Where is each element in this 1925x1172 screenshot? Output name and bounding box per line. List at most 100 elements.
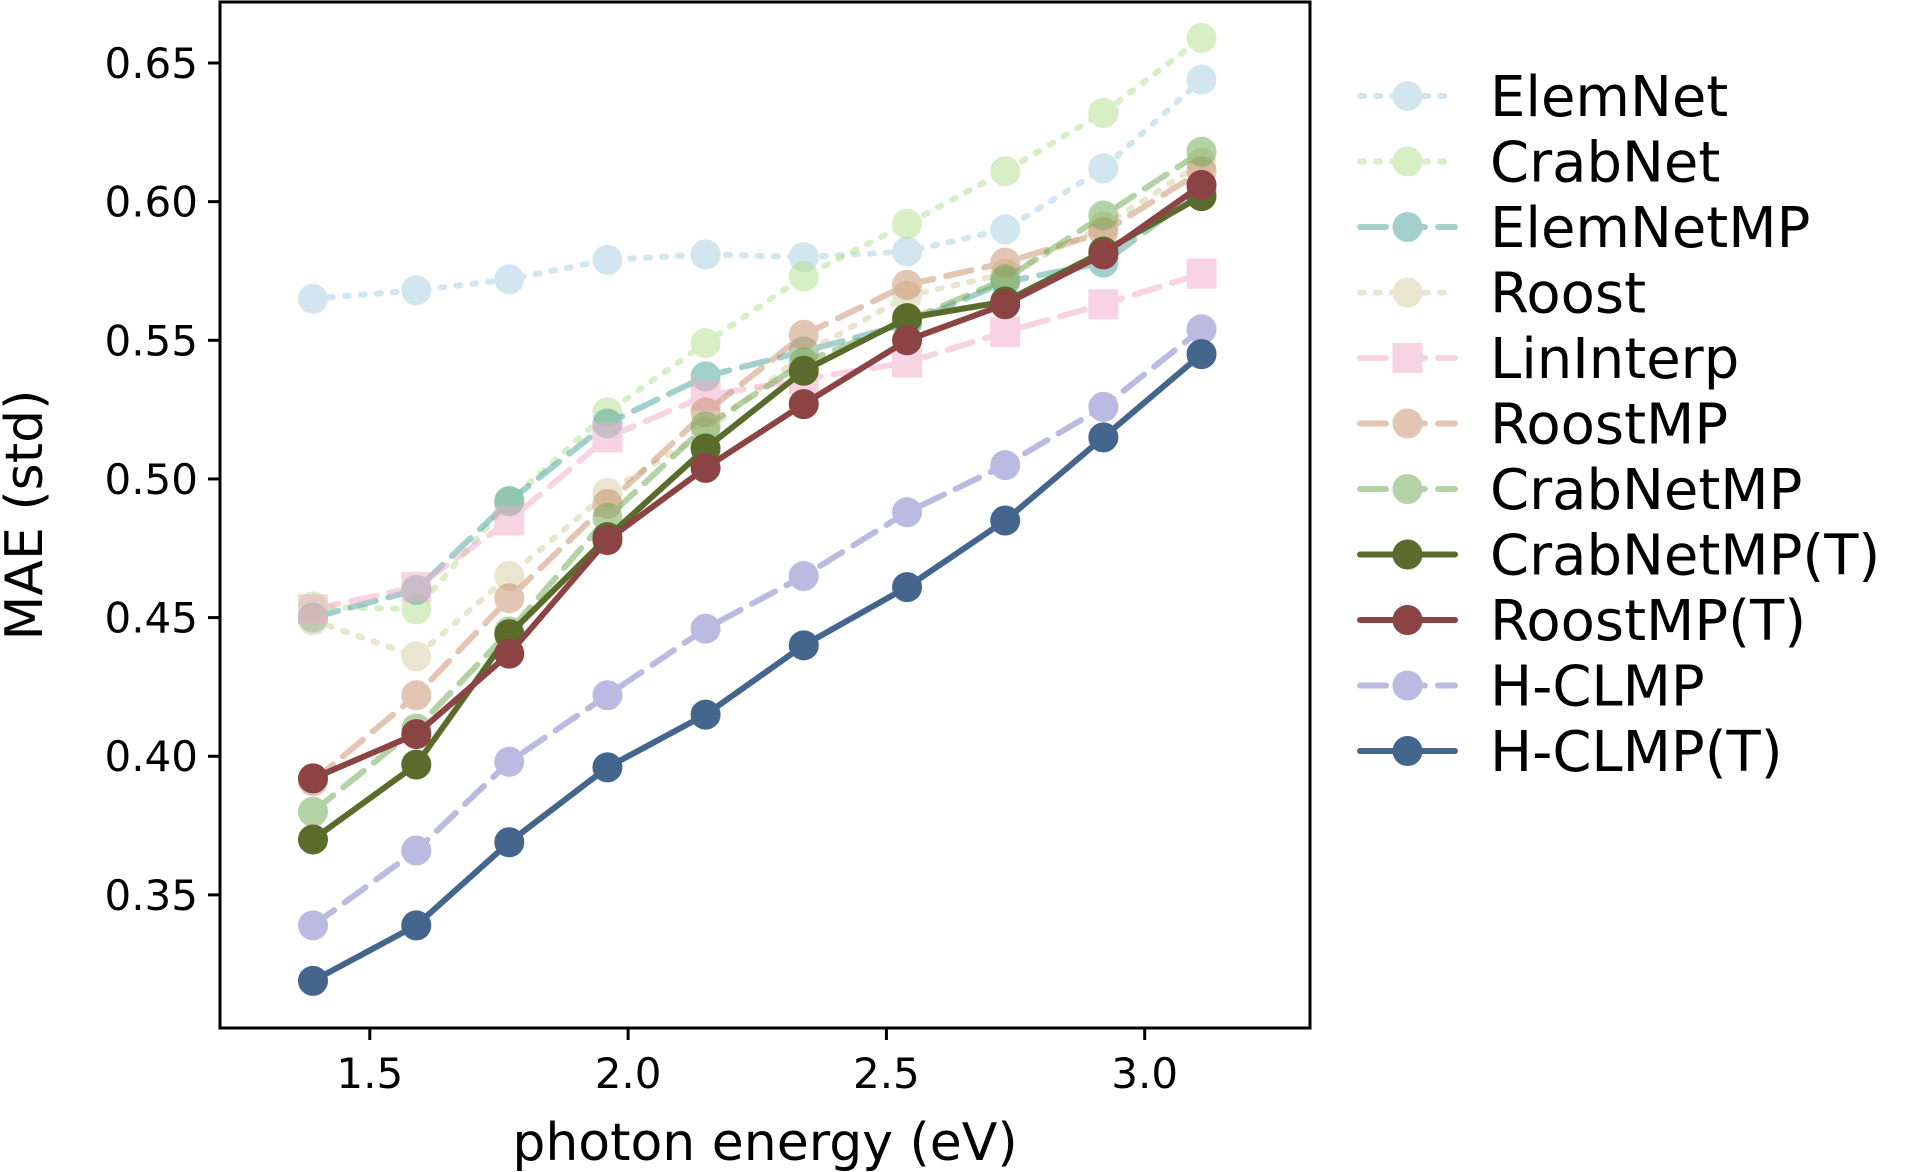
legend-swatch: [1357, 736, 1458, 766]
x-tick-label: 1.5: [336, 1049, 403, 1098]
data-point: [1088, 289, 1119, 320]
data-point: [1088, 239, 1119, 270]
legend-label: ElemNetMP: [1490, 196, 1810, 261]
legend-label: H-CLMP(T): [1490, 720, 1783, 785]
data-point: [1088, 200, 1119, 231]
legend-label: CrabNetMP: [1490, 458, 1802, 523]
data-point: [690, 699, 721, 730]
legend-item-lininterp: LinInterp: [1357, 327, 1739, 392]
y-tick-label: 0.35: [104, 871, 198, 920]
legend-item-h-clmp: H-CLMP: [1357, 655, 1705, 720]
data-point: [892, 572, 923, 603]
data-point: [990, 289, 1021, 320]
data-point: [1088, 97, 1119, 128]
data-point: [297, 824, 328, 855]
data-point: [401, 719, 432, 750]
legend-swatch: [1357, 146, 1458, 177]
y-tick-label: 0.40: [104, 732, 198, 781]
legend-marker: [1392, 343, 1423, 373]
legend-label: RoostMP: [1490, 393, 1728, 458]
series-roostmp-t: [297, 170, 1217, 794]
data-point: [1186, 136, 1217, 167]
legend-swatch: [1357, 212, 1458, 242]
legend-marker: [1392, 474, 1423, 504]
legend-marker: [1392, 670, 1423, 701]
data-point: [788, 261, 819, 292]
legend-marker: [1392, 212, 1423, 242]
data-point: [592, 680, 623, 711]
data-point: [690, 613, 721, 644]
data-point: [1186, 64, 1217, 95]
data-point: [401, 572, 432, 603]
y-tick-label: 0.60: [104, 178, 198, 227]
y-tick-label: 0.50: [104, 455, 198, 504]
y-tick-label: 0.55: [104, 316, 198, 365]
data-point: [297, 594, 328, 625]
series-line: [309, 351, 1205, 984]
series-line: [309, 193, 1205, 843]
data-point: [494, 746, 525, 777]
data-point: [788, 630, 819, 661]
series-line: [309, 182, 1205, 782]
legend-swatch: [1357, 539, 1458, 570]
x-tick-label: 2.5: [853, 1049, 920, 1098]
data-point: [592, 752, 623, 783]
data-point: [1088, 153, 1119, 184]
data-point: [690, 239, 721, 270]
data-point: [401, 641, 432, 672]
series-line: [309, 148, 1205, 815]
series-h-clmp: [297, 314, 1217, 941]
data-point: [990, 316, 1021, 347]
legend-swatch: [1357, 408, 1458, 439]
legend-label: CrabNet: [1490, 131, 1720, 196]
data-point: [690, 452, 721, 483]
data-point: [401, 910, 432, 941]
data-point: [401, 275, 432, 306]
legend-swatch: [1357, 81, 1458, 111]
series-line: [309, 168, 1205, 785]
legend-swatch: [1357, 670, 1458, 701]
series-elemnet: [297, 64, 1217, 314]
legend-swatch: [1357, 474, 1458, 504]
data-point: [990, 505, 1021, 536]
data-point: [297, 965, 328, 996]
data-point: [494, 583, 525, 614]
data-point: [990, 450, 1021, 481]
legend-marker: [1392, 408, 1423, 439]
data-point: [892, 269, 923, 300]
data-point: [297, 763, 328, 794]
legend-marker: [1392, 736, 1423, 766]
data-point: [494, 827, 525, 858]
legend-marker: [1392, 605, 1423, 635]
legend-item-crabnetmp-t: CrabNetMP(T): [1357, 524, 1880, 589]
data-point: [401, 680, 432, 711]
legend-item-crabnet: CrabNet: [1357, 131, 1720, 196]
series-line: [309, 35, 1205, 613]
y-axis: 0.35 0.40 0.45 0.50 0.55 0.60 0.65: [104, 39, 220, 920]
legend-label: LinInterp: [1490, 327, 1739, 392]
y-tick-label: 0.65: [104, 39, 198, 88]
data-point: [690, 328, 721, 359]
legend-label: RoostMP(T): [1490, 589, 1806, 654]
plot-frame: [218, 0, 1312, 1030]
series-h-clmp-t: [297, 339, 1217, 996]
series-crabnet: [297, 23, 1217, 625]
data-point: [788, 561, 819, 592]
series-line: [309, 187, 1205, 621]
legend-label: CrabNetMP(T): [1490, 524, 1880, 589]
legend-marker: [1392, 146, 1423, 177]
data-point: [494, 264, 525, 295]
series-line: [309, 270, 1205, 613]
data-point: [494, 638, 525, 669]
data-point: [788, 319, 819, 350]
data-point: [592, 244, 623, 275]
legend-label: H-CLMP: [1490, 655, 1705, 720]
data-point: [297, 283, 328, 314]
legend-label: Roost: [1490, 262, 1646, 327]
legend-item-h-clmp-t: H-CLMP(T): [1357, 720, 1783, 785]
data-point: [892, 236, 923, 267]
data-point: [297, 796, 328, 827]
series-crabnetmp-t: [297, 181, 1217, 855]
data-point: [494, 505, 525, 536]
